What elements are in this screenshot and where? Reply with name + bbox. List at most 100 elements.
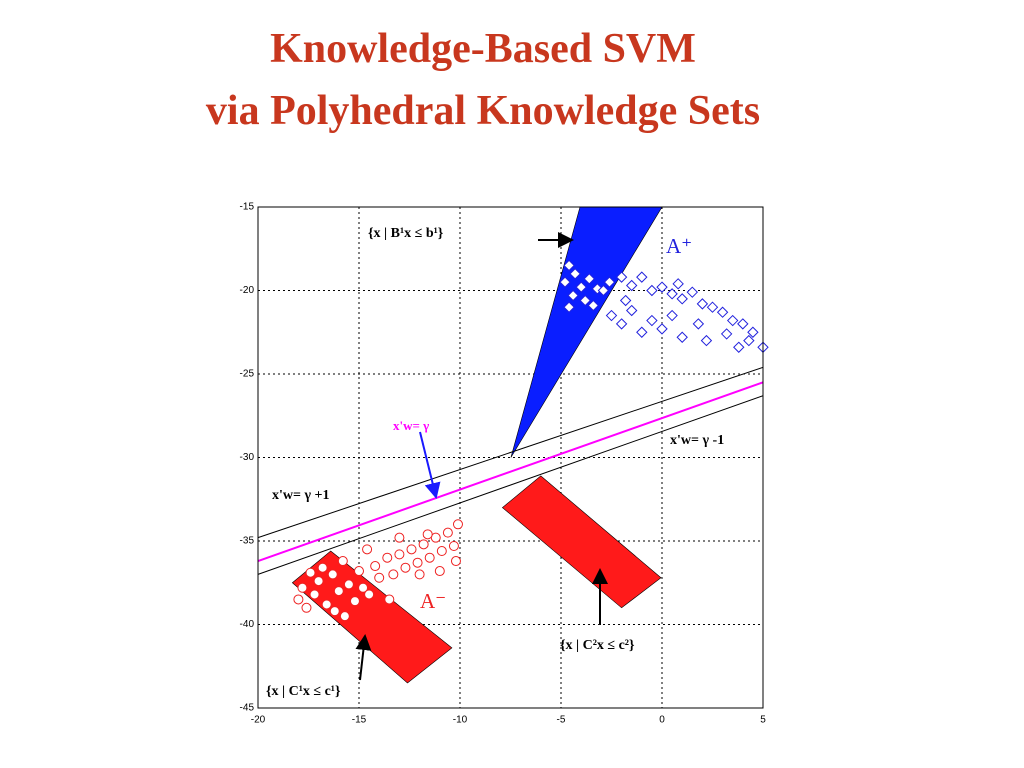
point: [726, 314, 739, 327]
point: [452, 519, 463, 530]
point: [676, 293, 688, 305]
point: [636, 271, 648, 283]
point: [364, 589, 375, 600]
x-tick-label: 5: [760, 715, 766, 726]
point: [615, 318, 628, 330]
point: [309, 589, 320, 600]
point: [686, 286, 699, 298]
arrow: [419, 431, 441, 499]
point: [329, 606, 340, 617]
point: [442, 527, 453, 538]
point: [737, 318, 749, 330]
point: [587, 299, 600, 312]
point: [625, 304, 638, 317]
point: [418, 539, 429, 550]
point: [692, 318, 705, 330]
x-tick-label: -10: [453, 715, 468, 726]
point: [636, 326, 648, 338]
x-tick-label: -15: [352, 715, 367, 726]
point: [349, 596, 360, 607]
point: [317, 562, 328, 573]
point: [382, 552, 393, 563]
point: [579, 294, 591, 307]
title-line: Knowledge-Based SVM: [270, 26, 696, 72]
x-tick-label: -5: [557, 715, 566, 726]
point: [656, 281, 668, 293]
point: [700, 334, 713, 347]
point: [434, 566, 445, 577]
point: [646, 284, 658, 297]
annotation: x'w= γ -1: [670, 433, 724, 448]
point: [333, 586, 344, 597]
x-tick-label: -20: [251, 715, 266, 726]
point: [603, 276, 616, 288]
annotation: A⁻: [420, 589, 446, 613]
annotation: x'w= γ: [393, 418, 429, 433]
annotation: {x | C²x ≤ c²}: [560, 638, 635, 653]
point: [370, 561, 381, 572]
y-tick-label: -20: [240, 285, 255, 296]
y-tick-label: -40: [240, 619, 255, 630]
separating-plane: [257, 395, 764, 575]
plot: -20 -15 -10 -5 0 5 -15 -20 -25 -30 -35 -40 -45: [240, 202, 769, 726]
point: [696, 298, 709, 310]
point: [625, 279, 638, 292]
y-tick-label: -30: [240, 452, 255, 463]
point: [400, 562, 411, 573]
point: [374, 572, 385, 583]
point: [358, 582, 369, 593]
point: [301, 602, 312, 613]
point: [388, 569, 399, 580]
point: [414, 569, 425, 580]
point: [450, 556, 461, 567]
point: [362, 544, 373, 555]
point: [394, 532, 405, 543]
point: [436, 546, 447, 557]
point: [339, 611, 350, 622]
point: [412, 557, 423, 568]
plot-frame: [257, 206, 764, 709]
point: [337, 556, 348, 567]
annotations: {x | B¹x ≤ b¹} A⁺ x'w= γ x'w= γ -1 x'w= …: [266, 226, 724, 699]
knowledge-set: [501, 475, 662, 609]
point: [406, 544, 417, 555]
point: [747, 326, 759, 338]
annotation: A⁺: [666, 234, 692, 258]
point: [305, 567, 316, 578]
annotation: x'w= γ +1: [272, 488, 330, 503]
point: [583, 273, 595, 285]
y-tick-label: -35: [240, 536, 255, 547]
point: [424, 552, 435, 563]
point: [575, 281, 587, 293]
point: [343, 579, 354, 590]
point: [615, 271, 628, 283]
point: [597, 284, 610, 297]
point: [619, 294, 632, 307]
point: [672, 278, 684, 290]
point: [720, 328, 733, 340]
separating-plane: [257, 366, 764, 539]
x-tick-label: 0: [659, 715, 665, 726]
point: [666, 309, 678, 322]
point: [563, 301, 575, 313]
point: [297, 582, 308, 593]
point: [384, 594, 395, 605]
point: [676, 331, 688, 343]
y-tick-label: -25: [240, 369, 255, 380]
point: [666, 288, 678, 300]
separating-plane: [257, 381, 764, 562]
point: [605, 309, 618, 322]
point: [293, 594, 304, 605]
arrow: [355, 634, 372, 681]
point: [321, 599, 332, 610]
title-line: via Polyhedral Knowledge Sets: [206, 88, 760, 134]
point: [563, 259, 575, 272]
point: [559, 276, 571, 288]
point: [354, 566, 364, 577]
point: [422, 529, 433, 540]
point: [394, 549, 405, 560]
point: [646, 314, 658, 327]
point: [743, 334, 755, 347]
point: [567, 289, 579, 302]
